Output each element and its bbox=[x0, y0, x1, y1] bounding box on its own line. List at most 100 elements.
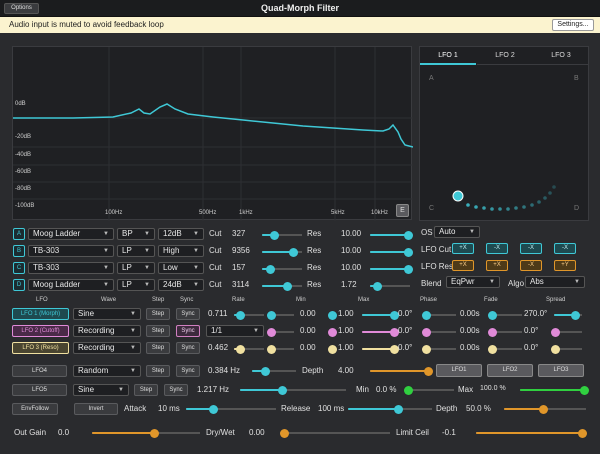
cut-slider[interactable] bbox=[262, 282, 302, 291]
cut-slider[interactable] bbox=[262, 231, 302, 240]
filter-type-select[interactable]: LP ▼ bbox=[117, 279, 155, 291]
lfo4-step-button[interactable]: Step bbox=[146, 365, 170, 377]
res-slider-knob[interactable] bbox=[404, 248, 413, 257]
lfo-fade-slider[interactable] bbox=[488, 328, 522, 337]
lfo4-target-lfo3[interactable]: LFO3 bbox=[538, 364, 584, 377]
limit-ceil-slider[interactable] bbox=[476, 429, 587, 438]
drywet-slider[interactable] bbox=[280, 429, 390, 438]
lfo-spread-slider-knob[interactable] bbox=[551, 328, 560, 337]
lfo-fade-slider-knob[interactable] bbox=[488, 328, 497, 337]
lfo-min-slider[interactable] bbox=[267, 311, 294, 320]
tab-lfo3[interactable]: LFO 3 bbox=[533, 47, 589, 65]
lfo-max-slider[interactable] bbox=[362, 328, 399, 337]
lfo-max-knob[interactable] bbox=[328, 345, 337, 354]
lfo-fade-slider[interactable] bbox=[488, 311, 522, 320]
lfo-rate-slider[interactable] bbox=[234, 311, 264, 320]
lfo5-rate-slider[interactable] bbox=[240, 386, 346, 395]
lfo4-button[interactable]: LFO4 bbox=[12, 365, 67, 377]
lfo-max-knob[interactable] bbox=[328, 328, 337, 337]
lfo-sync-button[interactable]: Sync bbox=[176, 325, 200, 337]
lfo4-sync-button[interactable]: Sync bbox=[176, 365, 200, 377]
lfo-spread-slider[interactable] bbox=[554, 311, 582, 320]
filter-model-select[interactable]: Moog Ladder ▼ bbox=[28, 228, 114, 240]
lfo-rate-select[interactable]: 1/1 ▼ bbox=[206, 325, 264, 337]
lfo3-button[interactable]: LFO 3 (Reso) bbox=[12, 342, 69, 354]
cut-slider-knob[interactable] bbox=[289, 248, 298, 257]
filter-d-badge[interactable]: D bbox=[13, 279, 25, 291]
settings-button[interactable]: Settings... bbox=[552, 19, 594, 31]
lfo4-rate-slider[interactable] bbox=[252, 367, 296, 376]
lfo4-target-lfo2[interactable]: LFO2 bbox=[487, 364, 533, 377]
res-slider[interactable] bbox=[370, 248, 413, 257]
lfo-res-toggle[interactable]: +X bbox=[486, 260, 508, 271]
cut-slider[interactable] bbox=[262, 265, 302, 274]
res-slider-knob[interactable] bbox=[373, 282, 382, 291]
options-button[interactable]: Options bbox=[4, 3, 39, 14]
lfo-min-slider-knob[interactable] bbox=[267, 311, 276, 320]
lfo-max-knob-knob[interactable] bbox=[328, 328, 337, 337]
lfo1-button[interactable]: LFO 1 (Morph) bbox=[12, 308, 69, 320]
tab-lfo1[interactable]: LFO 1 bbox=[420, 47, 476, 65]
lfo-max-slider-knob[interactable] bbox=[390, 311, 399, 320]
lfo-step-button[interactable]: Step bbox=[146, 325, 170, 337]
lfo-fade-slider-knob[interactable] bbox=[488, 345, 497, 354]
filter-type-select[interactable]: LP ▼ bbox=[117, 245, 155, 257]
lfo-phase-slider-knob[interactable] bbox=[422, 328, 431, 337]
lfo-step-button[interactable]: Step bbox=[146, 342, 170, 354]
lfo-wave-select[interactable]: Recording ▼ bbox=[73, 325, 141, 337]
lfo-min-slider-knob[interactable] bbox=[267, 345, 276, 354]
lfo-max-slider-knob[interactable] bbox=[390, 328, 399, 337]
lfo-phase-slider[interactable] bbox=[422, 328, 456, 337]
lfo4-wave-select[interactable]: Random ▼ bbox=[73, 365, 141, 377]
filter-b-badge[interactable]: B bbox=[13, 245, 25, 257]
filter-type-select[interactable]: BP ▼ bbox=[117, 228, 155, 240]
lfo5-step-button[interactable]: Step bbox=[134, 384, 158, 396]
filter-a-badge[interactable]: A bbox=[13, 228, 25, 240]
cut-slider-knob[interactable] bbox=[283, 282, 292, 291]
lfo-cut-toggle[interactable]: -X bbox=[520, 243, 542, 254]
res-slider[interactable] bbox=[370, 282, 410, 291]
lfo-max-knob[interactable] bbox=[328, 311, 337, 320]
lfo5-wave-select[interactable]: Sine ▼ bbox=[73, 384, 129, 396]
lfo4-target-lfo1[interactable]: LFO1 bbox=[436, 364, 482, 377]
lfo-max-slider-knob[interactable] bbox=[390, 345, 399, 354]
release-slider[interactable] bbox=[348, 405, 432, 414]
lfo5-sync-button[interactable]: Sync bbox=[164, 384, 188, 396]
lfo-spread-slider[interactable] bbox=[551, 345, 582, 354]
cut-slider-knob[interactable] bbox=[270, 231, 279, 240]
lfo5-max-slider[interactable] bbox=[520, 386, 589, 395]
attack-slider[interactable] bbox=[186, 405, 276, 414]
lfo-sync-button[interactable]: Sync bbox=[176, 308, 200, 320]
os-select[interactable]: Auto ▼ bbox=[434, 226, 480, 238]
lfo-min-slider[interactable] bbox=[267, 345, 294, 354]
lfo-phase-slider-knob[interactable] bbox=[422, 311, 431, 320]
lfo-spread-slider-knob[interactable] bbox=[551, 345, 560, 354]
lfo-min-slider-knob[interactable] bbox=[267, 328, 276, 337]
res-slider-knob[interactable] bbox=[404, 265, 413, 274]
filter-slope-select[interactable]: 12dB ▼ bbox=[158, 228, 204, 240]
lfo-spread-slider[interactable] bbox=[551, 328, 582, 337]
cut-slider-knob[interactable] bbox=[266, 265, 275, 274]
filter-model-select[interactable]: Moog Ladder ▼ bbox=[28, 279, 114, 291]
res-slider[interactable] bbox=[370, 265, 413, 274]
invert-button[interactable]: Invert bbox=[74, 403, 118, 415]
filter-model-select[interactable]: TB-303 ▼ bbox=[28, 245, 114, 257]
lfo-max-slider[interactable] bbox=[362, 345, 399, 354]
lfo2-button[interactable]: LFO 2 (Cutoff) bbox=[12, 325, 69, 337]
tab-lfo2[interactable]: LFO 2 bbox=[477, 47, 533, 65]
lfo-fade-slider[interactable] bbox=[488, 345, 522, 354]
lfo-cut-toggle[interactable]: -X bbox=[486, 243, 508, 254]
lfo-rate-slider[interactable] bbox=[234, 345, 264, 354]
env-depth-slider[interactable] bbox=[504, 405, 586, 414]
lfo-res-toggle[interactable]: +X bbox=[452, 260, 474, 271]
lfo-wave-select[interactable]: Sine ▼ bbox=[73, 308, 141, 320]
eq-e-button[interactable]: E bbox=[396, 204, 409, 217]
lfo5-button[interactable]: LFO5 bbox=[12, 384, 67, 396]
lfo-cut-toggle[interactable]: +X bbox=[452, 243, 474, 254]
lfo-wave-select[interactable]: Recording ▼ bbox=[73, 342, 141, 354]
lfo-max-knob-knob[interactable] bbox=[328, 311, 337, 320]
filter-type-select[interactable]: LP ▼ bbox=[117, 262, 155, 274]
algo-select[interactable]: Abs ▼ bbox=[525, 276, 585, 288]
lfo5-min-slider[interactable] bbox=[404, 386, 454, 395]
lfo-res-toggle[interactable]: -X bbox=[520, 260, 542, 271]
